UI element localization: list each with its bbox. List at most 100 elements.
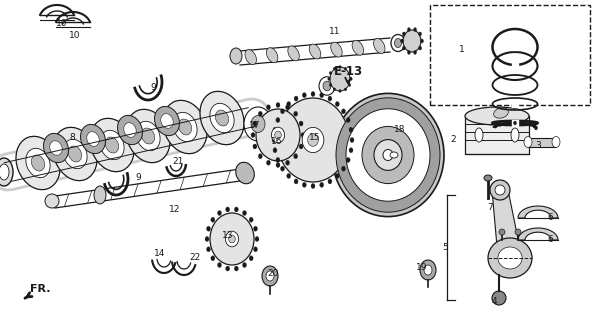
Ellipse shape bbox=[100, 130, 124, 160]
Ellipse shape bbox=[288, 46, 299, 61]
Ellipse shape bbox=[328, 96, 332, 101]
Text: 22: 22 bbox=[189, 252, 200, 261]
Ellipse shape bbox=[286, 173, 291, 179]
Text: 2: 2 bbox=[450, 134, 456, 143]
Text: 6: 6 bbox=[547, 235, 553, 244]
Circle shape bbox=[499, 229, 505, 235]
Ellipse shape bbox=[26, 148, 50, 178]
Ellipse shape bbox=[350, 77, 352, 81]
Text: 17: 17 bbox=[249, 121, 261, 130]
Ellipse shape bbox=[253, 226, 257, 231]
Ellipse shape bbox=[275, 131, 281, 139]
Ellipse shape bbox=[394, 38, 401, 47]
Ellipse shape bbox=[320, 182, 324, 187]
Ellipse shape bbox=[90, 118, 134, 172]
Ellipse shape bbox=[229, 235, 235, 243]
Ellipse shape bbox=[336, 98, 440, 212]
Ellipse shape bbox=[81, 124, 106, 154]
Ellipse shape bbox=[218, 211, 222, 215]
Circle shape bbox=[45, 194, 59, 208]
Ellipse shape bbox=[280, 166, 285, 171]
Ellipse shape bbox=[495, 185, 505, 195]
Ellipse shape bbox=[552, 137, 560, 148]
Text: 13: 13 bbox=[222, 231, 234, 241]
Text: 18: 18 bbox=[394, 124, 406, 133]
Ellipse shape bbox=[210, 103, 234, 133]
Ellipse shape bbox=[346, 109, 430, 201]
Ellipse shape bbox=[266, 105, 270, 110]
Ellipse shape bbox=[413, 51, 417, 54]
Ellipse shape bbox=[31, 155, 44, 171]
Ellipse shape bbox=[262, 266, 278, 286]
Ellipse shape bbox=[403, 46, 406, 50]
Ellipse shape bbox=[310, 44, 321, 59]
Ellipse shape bbox=[0, 158, 13, 186]
Ellipse shape bbox=[403, 32, 406, 36]
Ellipse shape bbox=[488, 238, 532, 278]
Ellipse shape bbox=[348, 71, 351, 75]
Ellipse shape bbox=[493, 108, 508, 118]
Ellipse shape bbox=[302, 93, 307, 98]
Ellipse shape bbox=[211, 256, 215, 261]
Text: E-13: E-13 bbox=[333, 65, 362, 78]
Ellipse shape bbox=[330, 67, 350, 91]
Ellipse shape bbox=[244, 107, 272, 141]
Ellipse shape bbox=[342, 166, 346, 171]
Text: 14: 14 bbox=[154, 249, 165, 258]
Ellipse shape bbox=[346, 157, 350, 163]
Ellipse shape bbox=[273, 148, 277, 153]
Ellipse shape bbox=[350, 138, 354, 142]
Ellipse shape bbox=[407, 28, 410, 32]
Ellipse shape bbox=[94, 186, 106, 204]
Ellipse shape bbox=[311, 183, 315, 188]
Ellipse shape bbox=[251, 132, 255, 138]
Ellipse shape bbox=[234, 266, 238, 271]
Ellipse shape bbox=[276, 102, 280, 108]
Ellipse shape bbox=[342, 109, 346, 114]
Ellipse shape bbox=[294, 111, 298, 116]
Ellipse shape bbox=[329, 84, 331, 86]
Ellipse shape bbox=[286, 101, 291, 107]
Ellipse shape bbox=[348, 84, 351, 86]
Ellipse shape bbox=[280, 109, 285, 114]
Ellipse shape bbox=[319, 77, 335, 95]
Ellipse shape bbox=[253, 121, 257, 126]
Ellipse shape bbox=[294, 179, 298, 184]
Ellipse shape bbox=[391, 35, 405, 52]
Ellipse shape bbox=[243, 262, 247, 268]
Ellipse shape bbox=[50, 141, 62, 155]
Ellipse shape bbox=[16, 136, 60, 190]
Ellipse shape bbox=[294, 154, 298, 159]
Ellipse shape bbox=[249, 256, 253, 261]
Bar bbox=[528, 138, 556, 147]
Ellipse shape bbox=[155, 106, 180, 136]
Text: 9: 9 bbox=[150, 84, 156, 92]
Text: 21: 21 bbox=[173, 157, 184, 166]
Text: 10: 10 bbox=[56, 19, 68, 28]
Ellipse shape bbox=[230, 48, 242, 64]
Polygon shape bbox=[518, 228, 558, 240]
Ellipse shape bbox=[235, 162, 254, 184]
Ellipse shape bbox=[352, 40, 364, 55]
Ellipse shape bbox=[299, 144, 303, 149]
Ellipse shape bbox=[277, 98, 349, 182]
Ellipse shape bbox=[498, 247, 522, 269]
Ellipse shape bbox=[484, 175, 492, 181]
Ellipse shape bbox=[286, 105, 289, 110]
Ellipse shape bbox=[308, 134, 318, 146]
Ellipse shape bbox=[328, 77, 330, 81]
Ellipse shape bbox=[335, 173, 339, 179]
Ellipse shape bbox=[225, 231, 238, 247]
Circle shape bbox=[515, 229, 521, 235]
Ellipse shape bbox=[374, 140, 402, 170]
Ellipse shape bbox=[419, 32, 422, 36]
Ellipse shape bbox=[266, 48, 278, 63]
Ellipse shape bbox=[302, 182, 307, 187]
Ellipse shape bbox=[245, 50, 256, 65]
Ellipse shape bbox=[299, 121, 303, 126]
Ellipse shape bbox=[124, 123, 136, 137]
Text: 6: 6 bbox=[547, 212, 553, 221]
Ellipse shape bbox=[68, 146, 82, 162]
Ellipse shape bbox=[259, 111, 262, 116]
Circle shape bbox=[492, 291, 506, 305]
